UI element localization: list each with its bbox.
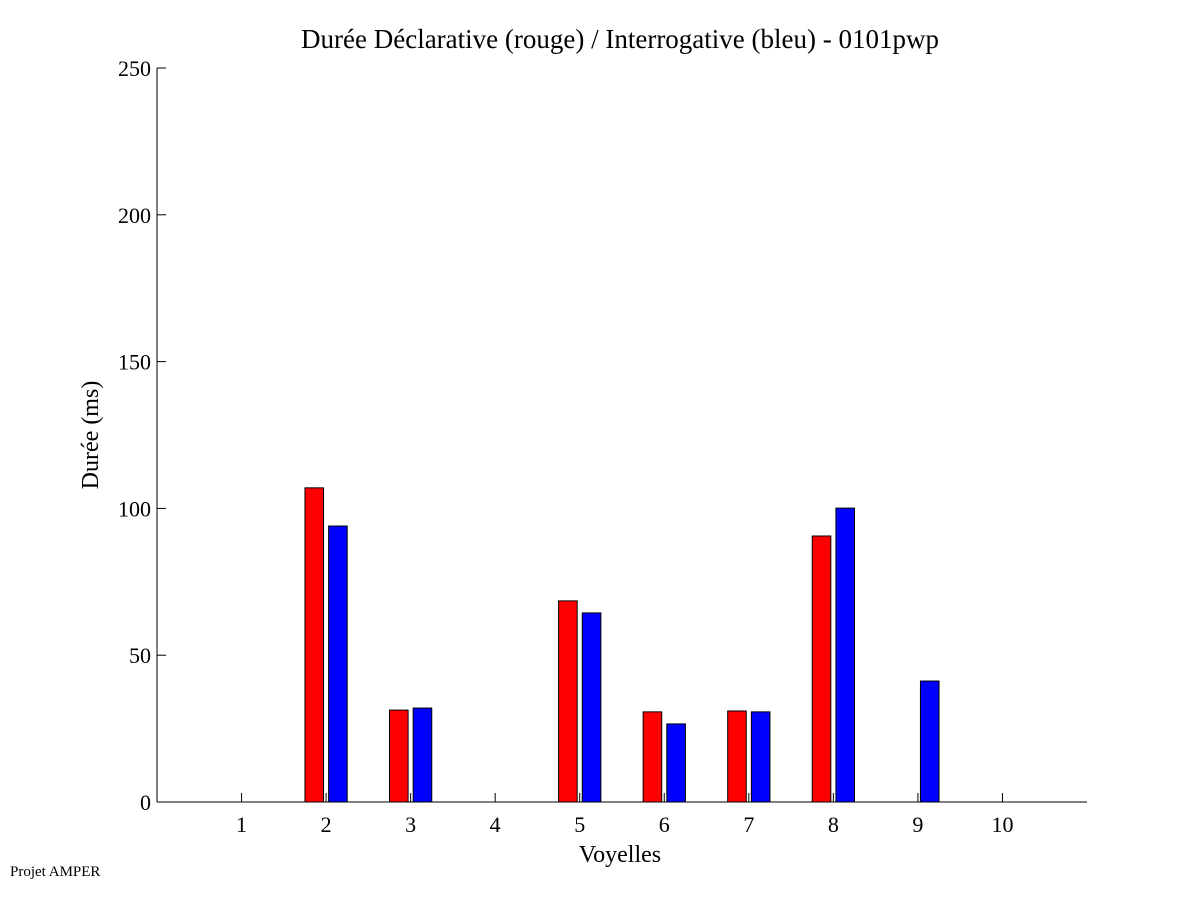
bar-interrogative-3	[412, 707, 433, 803]
bar-interrogative-2	[328, 525, 348, 803]
x-tick-label: 7	[743, 812, 754, 837]
x-tick-label: 3	[405, 812, 416, 837]
footer-label: Projet AMPER	[10, 864, 101, 880]
bar-declarative-6	[642, 711, 663, 803]
y-tick-label: 200	[118, 203, 151, 228]
x-axis-label: Voyelles	[579, 842, 661, 868]
bar-declarative-2	[304, 487, 325, 803]
x-tick-label: 9	[912, 812, 923, 837]
y-tick-label: 50	[129, 643, 151, 668]
bar-declarative-8	[811, 535, 832, 803]
x-tick-label: 1	[236, 812, 247, 837]
y-tick-label: 100	[118, 496, 151, 521]
bar-declarative-3	[389, 709, 409, 803]
y-tick-label: 250	[118, 56, 151, 81]
bar-interrogative-7	[750, 711, 771, 803]
chart-title: Durée Déclarative (rouge) / Interrogativ…	[301, 24, 939, 54]
bar-interrogative-5	[581, 612, 602, 803]
bar-interrogative-9	[919, 680, 940, 803]
bar-declarative-7	[727, 710, 747, 803]
x-tick-label: 8	[828, 812, 839, 837]
y-tick-label: 150	[118, 350, 151, 375]
x-tick-label: 10	[991, 812, 1013, 837]
x-tick-label: 6	[659, 812, 670, 837]
bar-interrogative-6	[666, 723, 686, 803]
bar-declarative-5	[558, 600, 578, 803]
y-tick-label: 0	[140, 790, 151, 815]
x-tick-label: 4	[490, 812, 501, 837]
x-tick-label: 2	[321, 812, 332, 837]
x-tick-label: 5	[574, 812, 585, 837]
y-axis-label: Durée (ms)	[78, 381, 104, 490]
bar-interrogative-8	[835, 507, 856, 803]
